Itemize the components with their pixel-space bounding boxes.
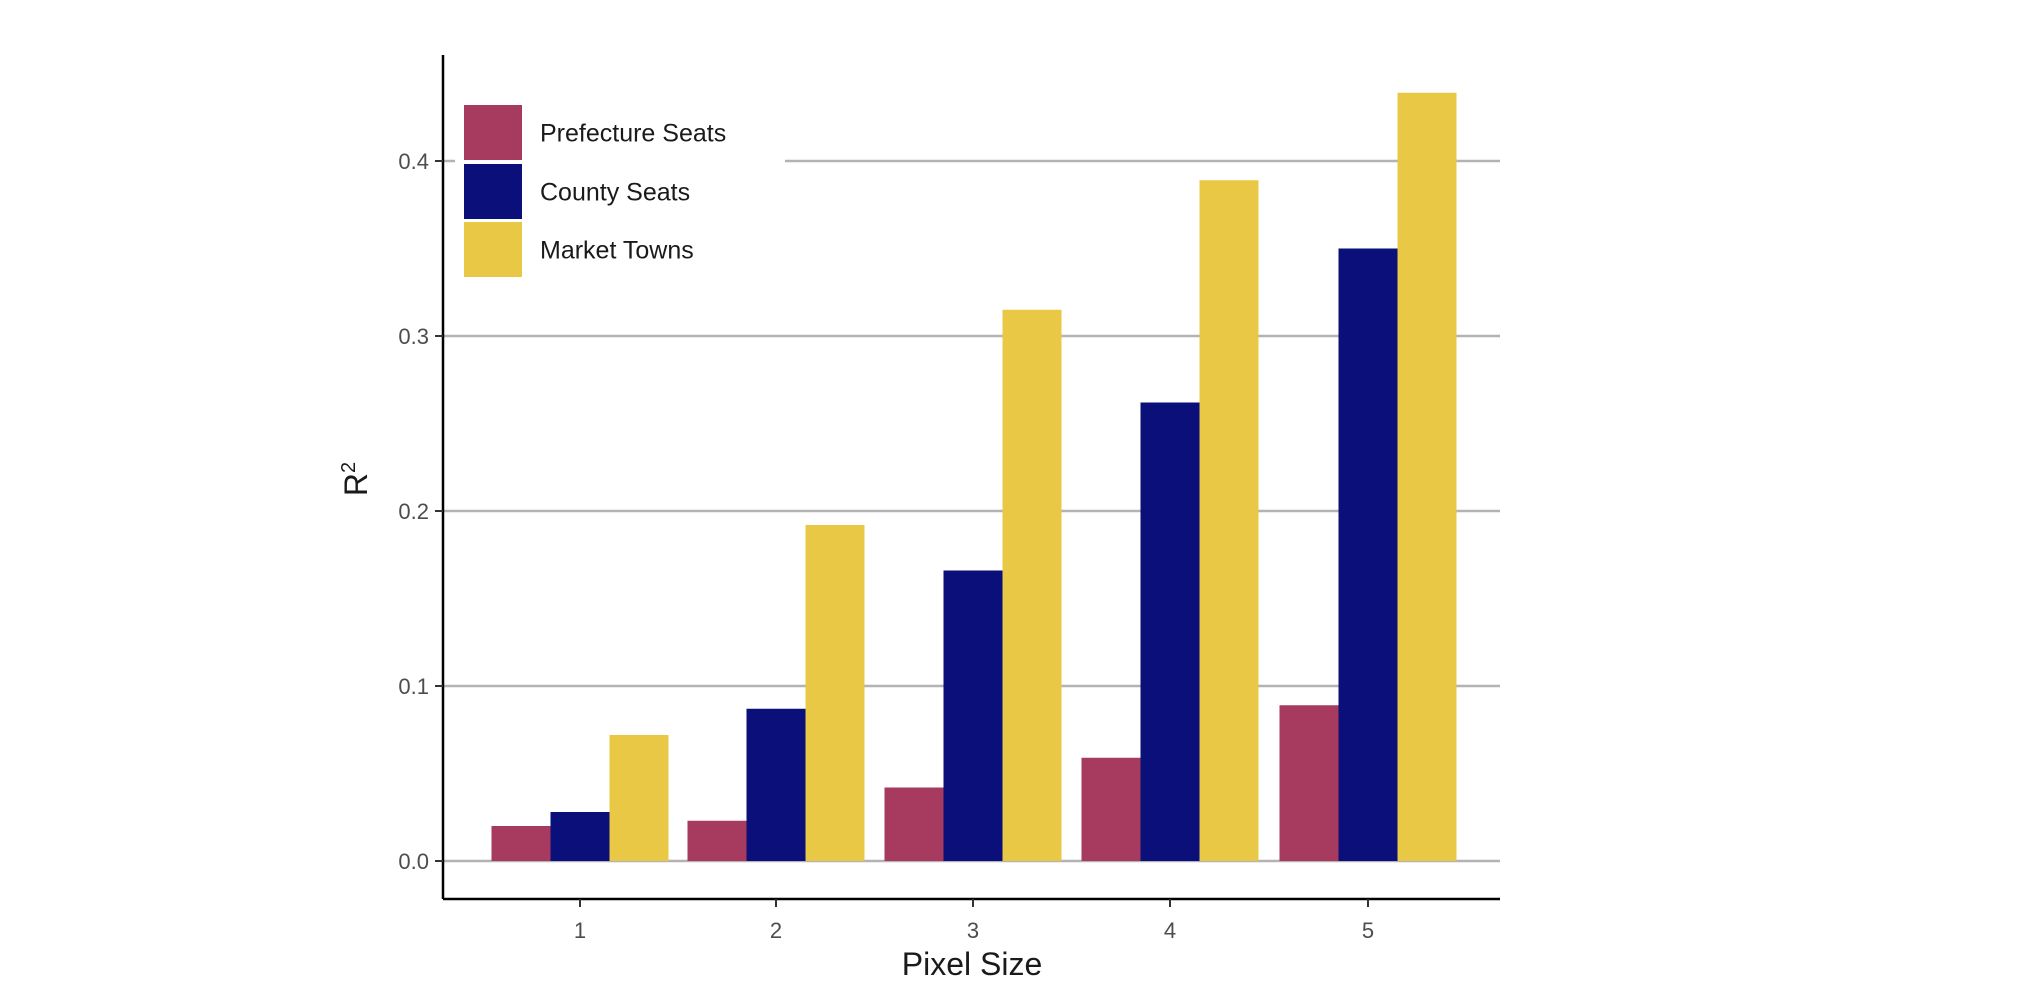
legend-key-prefecture-seats (464, 105, 522, 160)
x-tick-label-0: 1 (574, 918, 586, 943)
x-tick-label-1: 2 (770, 918, 782, 943)
bar-prefecture-seats-3 (884, 787, 944, 861)
y-tick-labels: 0.0 0.1 0.2 0.3 0.4 (398, 149, 443, 874)
y-tick-label-2: 0.2 (398, 499, 429, 524)
bar-market-towns-4 (1199, 180, 1259, 861)
bars (491, 92, 1457, 861)
bar-prefecture-seats-1 (491, 826, 551, 861)
y-tick-label-1: 0.1 (398, 674, 429, 699)
y-tick-label-4: 0.4 (398, 149, 429, 174)
bar-prefecture-seats-4 (1081, 757, 1141, 861)
bar-market-towns-3 (1002, 309, 1062, 861)
legend-label-market-towns: Market Towns (540, 237, 694, 265)
legend-key-county-seats (464, 164, 522, 219)
x-tick-label-4: 5 (1362, 918, 1374, 943)
bar-county-seats-4 (1140, 402, 1200, 861)
y-axis-title: R2 (338, 462, 374, 496)
y-tick-label-3: 0.3 (398, 324, 429, 349)
bar-market-towns-1 (609, 735, 669, 861)
axes (441, 55, 1500, 901)
legend-label-county-seats: County Seats (540, 179, 690, 207)
bar-prefecture-seats-2 (687, 820, 747, 861)
legend-label-prefecture-seats: Prefecture Seats (540, 120, 726, 148)
x-axis-title: Pixel Size (902, 946, 1043, 982)
bar-market-towns-5 (1397, 92, 1457, 861)
bar-county-seats-3 (943, 570, 1003, 861)
bar-prefecture-seats-5 (1279, 705, 1339, 861)
y-axis-title-base: R (338, 473, 374, 496)
legend: Prefecture Seats County Seats Market Towns (464, 105, 726, 277)
y-axis-title-superscript: 2 (338, 462, 360, 473)
bar-market-towns-2 (805, 525, 865, 861)
y-tick-label-0: 0.0 (398, 849, 429, 874)
bar-county-seats-2 (746, 708, 806, 861)
bar-county-seats-1 (550, 812, 610, 861)
x-tick-label-2: 3 (967, 918, 979, 943)
x-tick-labels: 1 2 3 4 5 (574, 899, 1374, 943)
x-tick-label-3: 4 (1164, 918, 1176, 943)
bar-county-seats-5 (1338, 248, 1398, 861)
legend-key-market-towns (464, 222, 522, 277)
